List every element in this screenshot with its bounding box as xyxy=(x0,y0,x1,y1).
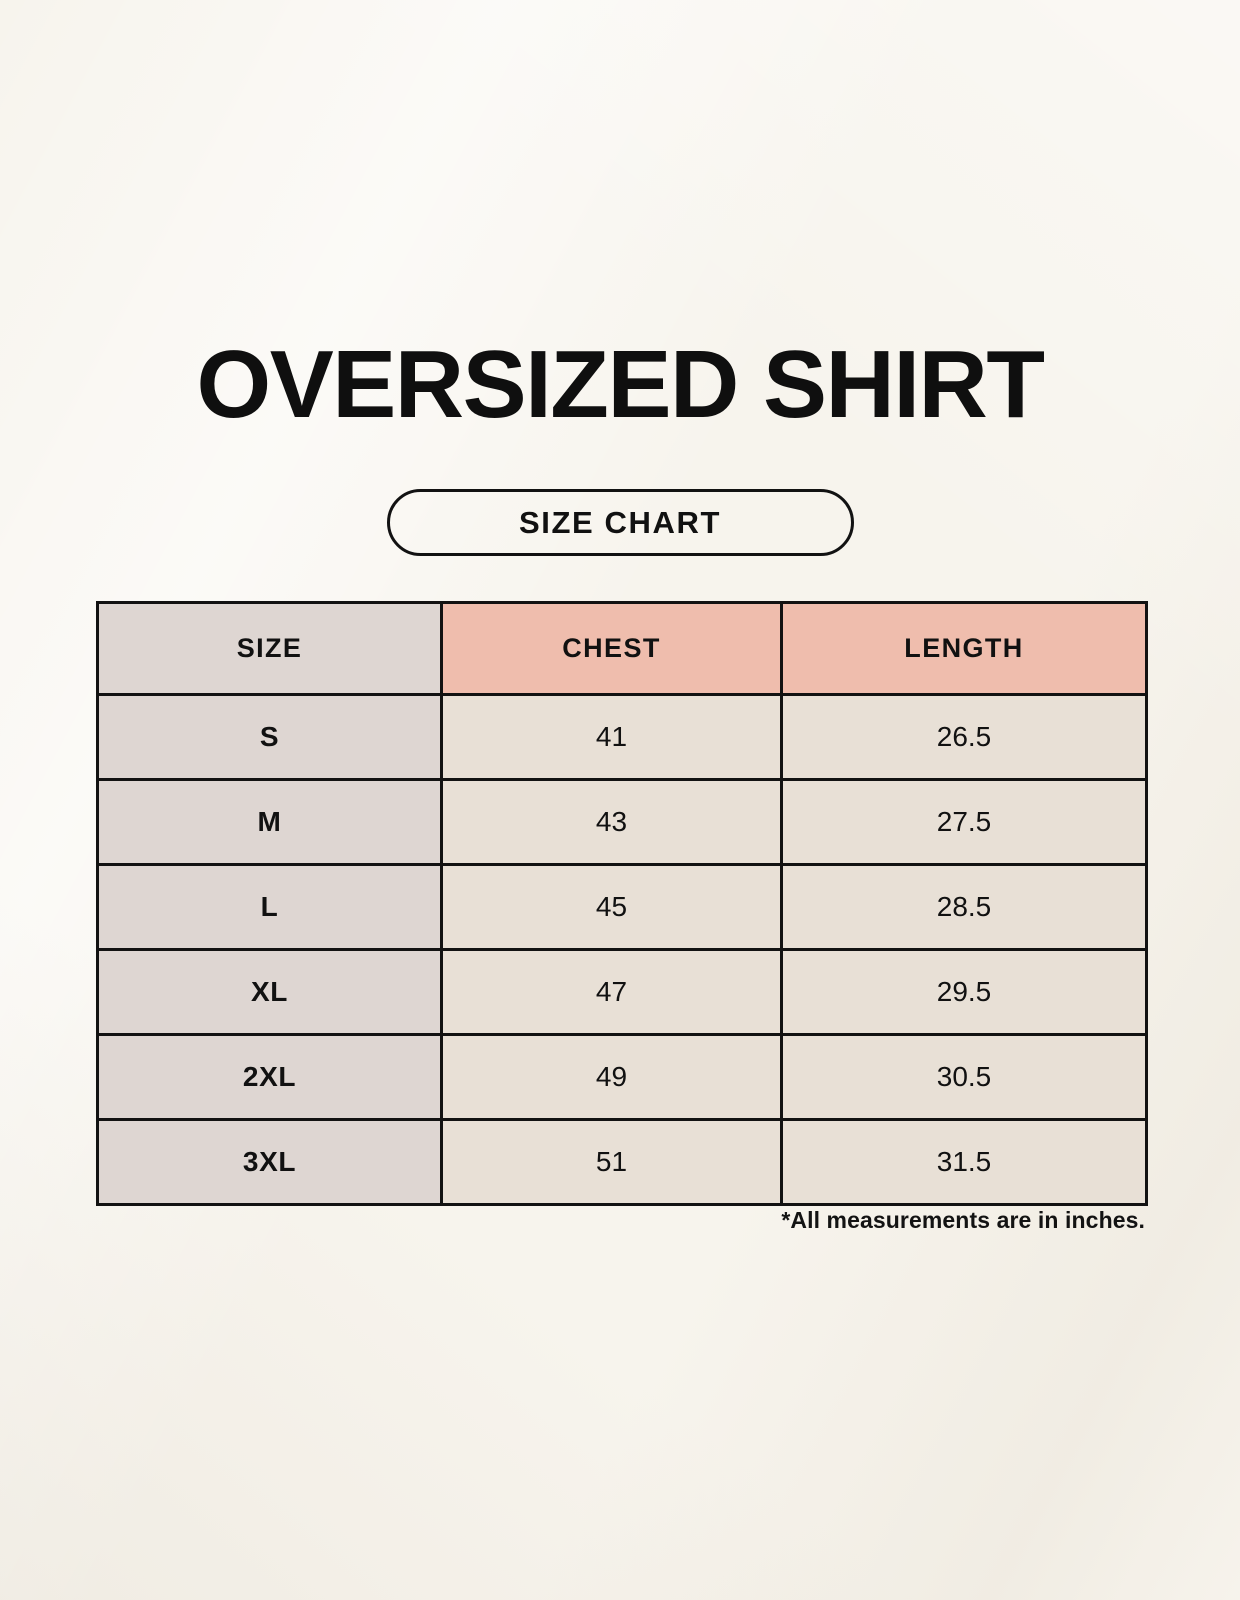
cell-chest: 41 xyxy=(440,693,783,781)
cell-length: 29.5 xyxy=(780,948,1148,1036)
cell-size: L xyxy=(96,863,443,951)
cell-length: 28.5 xyxy=(780,863,1148,951)
column-header-length: LENGTH xyxy=(780,601,1148,696)
cell-size: S xyxy=(96,693,443,781)
column-header-size: SIZE xyxy=(96,601,443,696)
cell-length: 30.5 xyxy=(780,1033,1148,1121)
cell-size: XL xyxy=(96,948,443,1036)
table-row: M 43 27.5 xyxy=(96,778,1148,866)
cell-length: 31.5 xyxy=(780,1118,1148,1206)
cell-length: 27.5 xyxy=(780,778,1148,866)
size-table: SIZE CHEST LENGTH S 41 26.5 M 43 27.5 L xyxy=(96,601,1148,1206)
size-chart-badge: SIZE CHART xyxy=(386,489,854,556)
cell-chest: 45 xyxy=(440,863,783,951)
cell-chest: 51 xyxy=(440,1118,783,1206)
cell-chest: 49 xyxy=(440,1033,783,1121)
table-row: XL 47 29.5 xyxy=(96,948,1148,1036)
cell-size: 2XL xyxy=(96,1033,443,1121)
cell-size: 3XL xyxy=(96,1118,443,1206)
cell-chest: 43 xyxy=(440,778,783,866)
table-row: 3XL 51 31.5 xyxy=(96,1118,1148,1206)
size-table-container: SIZE CHEST LENGTH S 41 26.5 M 43 27.5 L xyxy=(96,601,1148,1206)
page-title: OVERSIZED SHIRT xyxy=(196,331,1045,438)
table-header-row: SIZE CHEST LENGTH xyxy=(96,601,1148,696)
cell-length: 26.5 xyxy=(780,693,1148,781)
table-body: S 41 26.5 M 43 27.5 L 45 28.5 XL 47 xyxy=(96,693,1148,1206)
badge-container: SIZE CHART xyxy=(0,489,1240,556)
table-row: 2XL 49 30.5 xyxy=(96,1033,1148,1121)
table-header: SIZE CHEST LENGTH xyxy=(96,601,1148,696)
table-row: S 41 26.5 xyxy=(96,693,1148,781)
measurement-footnote: *All measurements are in inches. xyxy=(781,1207,1145,1233)
column-header-chest: CHEST xyxy=(440,601,783,696)
cell-size: M xyxy=(96,778,443,866)
table-row: L 45 28.5 xyxy=(96,863,1148,951)
cell-chest: 47 xyxy=(440,948,783,1036)
